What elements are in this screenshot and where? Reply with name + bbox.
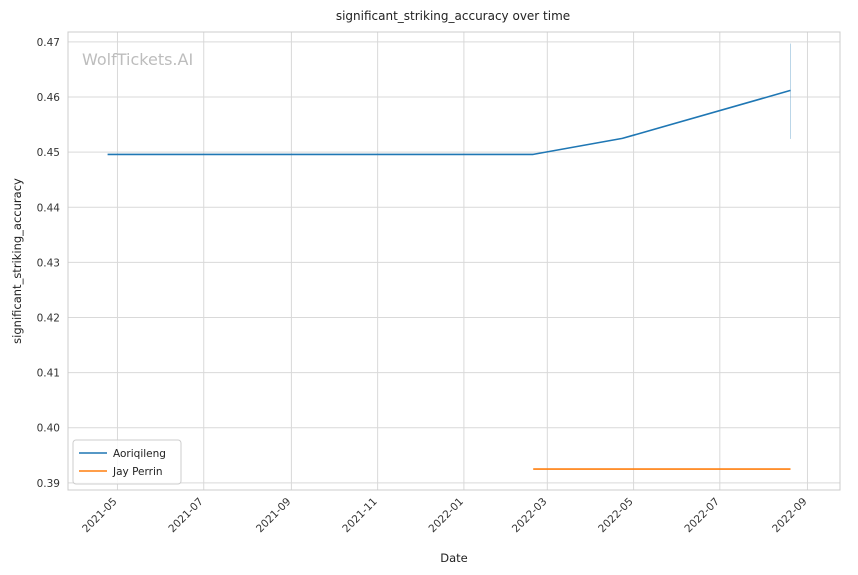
x-tick-label: 2022-01 [427, 496, 467, 536]
legend: Aoriqileng Jay Perrin [72, 439, 182, 485]
x-axis-title: Date [440, 551, 468, 565]
legend-label-0: Aoriqileng [113, 448, 166, 460]
y-tick-label: 0.42 [37, 312, 60, 324]
y-tick-label: 0.40 [37, 423, 60, 435]
y-tick-label: 0.41 [37, 368, 60, 380]
series-0-line [107, 89, 791, 156]
x-tick-label: 2021-11 [340, 496, 380, 536]
legend-box [72, 439, 182, 485]
x-tick-label: 2022-07 [682, 496, 722, 536]
plot-area [67, 31, 841, 491]
x-tick-label: 2021-05 [80, 496, 120, 536]
y-tick-label: 0.39 [37, 478, 60, 490]
x-tick-label: 2022-05 [596, 496, 636, 536]
y-tick-label: 0.47 [37, 37, 60, 49]
y-tick-label: 0.46 [37, 92, 61, 104]
y-tick-label: 0.45 [37, 147, 60, 159]
series-layer [107, 43, 792, 470]
y-axis-title: significant_striking_accuracy [10, 178, 24, 344]
x-tick-label: 2022-09 [770, 496, 810, 536]
x-tick-label: 2021-09 [254, 496, 294, 536]
y-tick-labels: 0.39 0.40 0.41 0.42 0.43 0.44 0.45 0.46 0.47 [37, 37, 61, 490]
x-tick-label: 2022-03 [510, 496, 550, 536]
chart-title: significant_striking_accuracy over time [336, 9, 570, 23]
legend-label-1: Jay Perrin [112, 466, 163, 478]
watermark: WolfTickets.AI [82, 50, 193, 69]
y-tick-label: 0.44 [37, 202, 61, 214]
x-tick-label: 2021-07 [166, 496, 206, 536]
grid [68, 32, 840, 490]
x-tick-labels: 2021-05 2021-07 2021-09 2021-11 2022-01 2022-… [80, 496, 810, 536]
y-tick-label: 0.43 [37, 257, 60, 269]
